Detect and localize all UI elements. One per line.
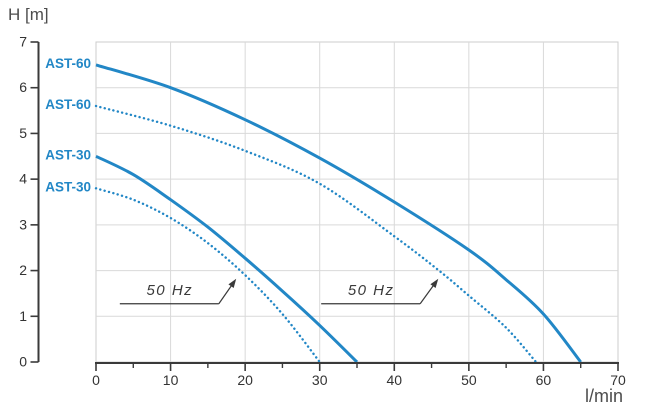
x-tick-label: 50 [461, 372, 477, 388]
annotation-arrow-line [218, 283, 234, 305]
annotation-arrowhead [228, 278, 237, 289]
y-axis: 0 1 2 3 4 5 6 7 [19, 34, 40, 370]
y-tick-label: 2 [19, 262, 27, 278]
annotation-label: 50 Hz [348, 282, 395, 299]
x-tick-label: 10 [163, 372, 179, 388]
y-axis-title: H [m] [8, 5, 49, 24]
curve-label-ast-30-dotted: AST-30 [45, 179, 91, 194]
y-tick-label: 0 [19, 354, 27, 370]
curve-ast-30-dotted [94, 187, 321, 364]
curve-label-ast-60-solid: AST-60 [45, 56, 91, 71]
x-axis: 0 10 20 30 40 50 60 70 [92, 362, 626, 388]
x-tick-label: 20 [237, 372, 253, 388]
y-tick-label: 4 [19, 171, 27, 187]
y-tick-label: 5 [19, 125, 27, 141]
curve-ast-60-solid [95, 63, 582, 363]
x-axis-title: l/min [585, 386, 624, 406]
y-tick-label: 7 [19, 34, 27, 50]
x-tick-label: 60 [536, 372, 552, 388]
x-tick-label: 70 [610, 372, 626, 388]
y-tick-label: 6 [19, 79, 27, 95]
x-tick-label: 0 [92, 372, 100, 388]
y-tick-label: 1 [19, 308, 27, 324]
curve-label-ast-30-solid: AST-30 [45, 147, 91, 162]
curve-ast-30-solid [95, 154, 359, 364]
y-tick-label: 3 [19, 216, 27, 232]
annotation-arrow-line [419, 283, 436, 305]
curve-label-ast-60-dotted: AST-60 [45, 97, 91, 112]
annotation-label: 50 Hz [146, 282, 193, 299]
curve-labels: AST-60 AST-60 AST-30 AST-30 [45, 56, 91, 194]
annotation-arrowhead [430, 278, 439, 288]
x-tick-label: 30 [312, 372, 328, 388]
curves [94, 63, 582, 364]
grid [95, 41, 619, 363]
annotations: 50 Hz 50 Hz [119, 278, 439, 305]
x-tick-label: 40 [386, 372, 402, 388]
plot-border [95, 41, 619, 363]
